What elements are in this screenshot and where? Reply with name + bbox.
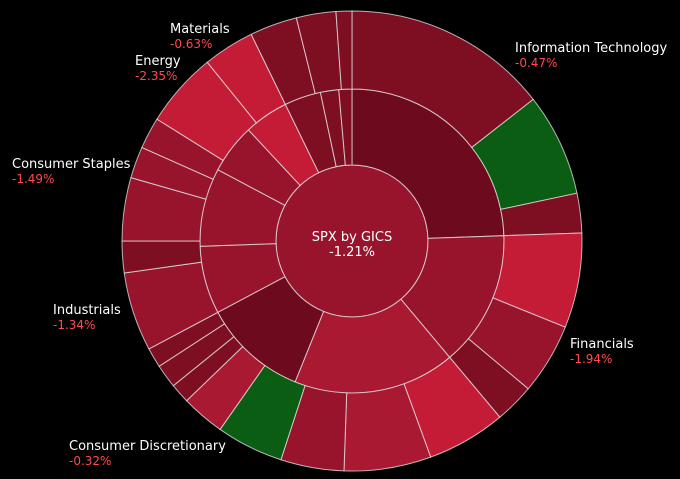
sector-value: -1.49% [12,172,54,186]
sector-name: Information Technology [515,41,668,56]
sector-value: -0.32% [69,454,111,468]
sector-value: -1.94% [570,352,612,366]
sector-value: -0.63% [170,37,212,51]
sector-name: Consumer Discretionary [69,439,226,454]
sector-name: Materials [170,22,230,37]
label-financials: Financials -1.94% [570,337,634,366]
sector-value: -1.34% [53,318,95,332]
industry-other-b [335,10,353,90]
label-energy: Energy -2.35% [135,54,181,83]
sector-name: Consumer Staples [12,157,131,172]
chart-title: SPX by GICS [312,230,392,245]
sector-name: Industrials [53,303,121,318]
label-consumer-discretionary: Consumer Discretionary -0.32% [69,439,226,468]
sector-name: Energy [135,54,181,69]
segments-layer [121,10,583,472]
label-information-technology: Information Technology -0.47% [515,41,668,70]
label-consumer-staples: Consumer Staples -1.49% [12,157,131,186]
sector-value: -0.47% [515,56,557,70]
sector-name: Financials [570,337,634,352]
label-industrials: Industrials -1.34% [53,303,121,332]
sector-value: -2.35% [135,69,177,83]
chart-total-value: -1.21% [329,245,375,260]
label-materials: Materials -0.63% [170,22,230,51]
